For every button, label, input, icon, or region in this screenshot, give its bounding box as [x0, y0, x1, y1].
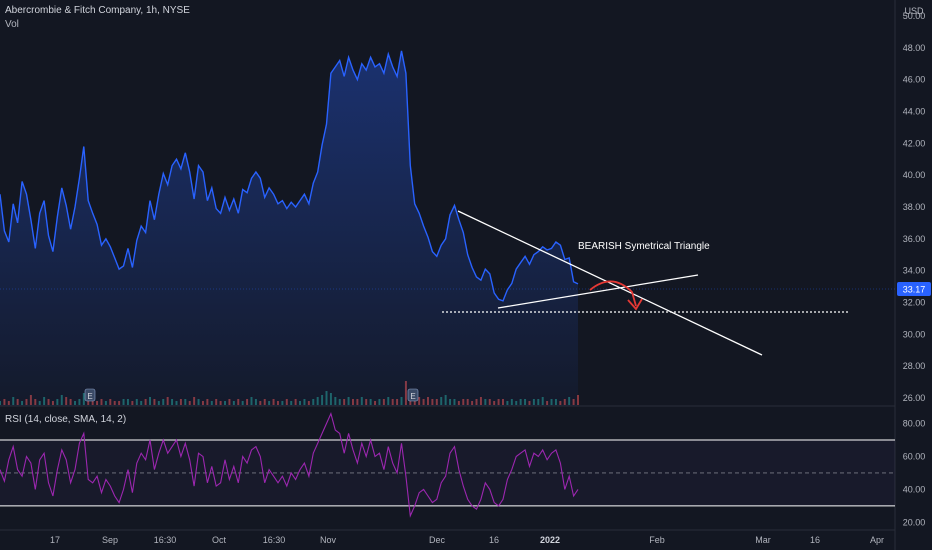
- price-tick-label: 38.00: [903, 202, 926, 212]
- time-tick-label: Mar: [755, 535, 771, 545]
- bearish-arrow[interactable]: [589, 280, 643, 311]
- price-tick-label: 50.00: [903, 11, 926, 21]
- curved-arrow-icon: [589, 280, 637, 307]
- rsi-pane: [0, 411, 895, 518]
- trendlines: [442, 210, 848, 356]
- price-tick-label: 34.00: [903, 266, 926, 276]
- price-tick-label: 48.00: [903, 43, 926, 53]
- earnings-marker[interactable]: E: [84, 388, 96, 402]
- rsi-legend[interactable]: RSI (14, close, SMA, 14, 2): [5, 414, 127, 425]
- rsi-series-line[interactable]: [0, 411, 579, 518]
- earnings-icon: E: [87, 392, 92, 401]
- time-tick-label: 16: [810, 535, 820, 545]
- time-tick-label: Feb: [649, 535, 665, 545]
- price-tick-label: 40.00: [903, 170, 926, 180]
- last-price-label: 33.17: [903, 285, 926, 295]
- earnings-marker[interactable]: E: [407, 388, 419, 402]
- lower-trendline[interactable]: [497, 274, 699, 309]
- time-tick-label: 16:30: [263, 535, 286, 545]
- time-tick-label: Apr: [870, 535, 884, 545]
- rsi-tick-label: 80.00: [903, 418, 926, 428]
- time-tick-label: 16: [489, 535, 499, 545]
- time-tick-label: Nov: [320, 535, 337, 545]
- price-tick-label: 46.00: [903, 75, 926, 85]
- price-area-fill: [0, 50, 578, 407]
- price-tick-label: 42.00: [903, 138, 926, 148]
- rsi-tick-label: 40.00: [903, 484, 926, 494]
- time-tick-label: 17: [50, 535, 60, 545]
- price-tick-label: 26.00: [903, 393, 926, 403]
- time-tick-label: Dec: [429, 535, 446, 545]
- earnings-icon: E: [410, 392, 415, 401]
- earnings-markers: E E: [84, 388, 419, 402]
- price-tick-label: 32.00: [903, 298, 926, 308]
- rsi-tick-label: 20.00: [903, 517, 926, 527]
- price-axis[interactable]: 50.00 48.00 46.00 44.00 42.00 40.00 38.00 36.00…: [903, 11, 926, 403]
- symbol-title[interactable]: Abercrombie & Fitch Company, 1h, NYSE: [5, 5, 190, 16]
- price-tick-label: 36.00: [903, 234, 926, 244]
- annotation-text[interactable]: BEARISH Symetrical Triangle: [578, 241, 710, 252]
- price-tick-label: 28.00: [903, 361, 926, 371]
- upper-trendline[interactable]: [457, 210, 763, 356]
- time-tick-label: 2022: [540, 535, 560, 545]
- time-axis[interactable]: 17 Sep 16:30 Oct 16:30 Nov Dec 16 2022 Feb Mar 16 Ap…: [50, 535, 884, 545]
- currency-label: USD: [904, 6, 924, 16]
- rsi-tick-label: 60.00: [903, 451, 926, 461]
- price-series-line[interactable]: [0, 50, 579, 302]
- price-tick-label: 30.00: [903, 329, 926, 339]
- time-tick-label: Sep: [102, 535, 118, 545]
- time-tick-label: 16:30: [154, 535, 177, 545]
- rsi-axis[interactable]: 80.00 60.00 40.00 20.00: [903, 418, 926, 527]
- volume-legend[interactable]: Vol: [5, 19, 19, 30]
- price-tick-label: 44.00: [903, 106, 926, 116]
- last-price-badge: [897, 282, 931, 296]
- time-tick-label: Oct: [212, 535, 227, 545]
